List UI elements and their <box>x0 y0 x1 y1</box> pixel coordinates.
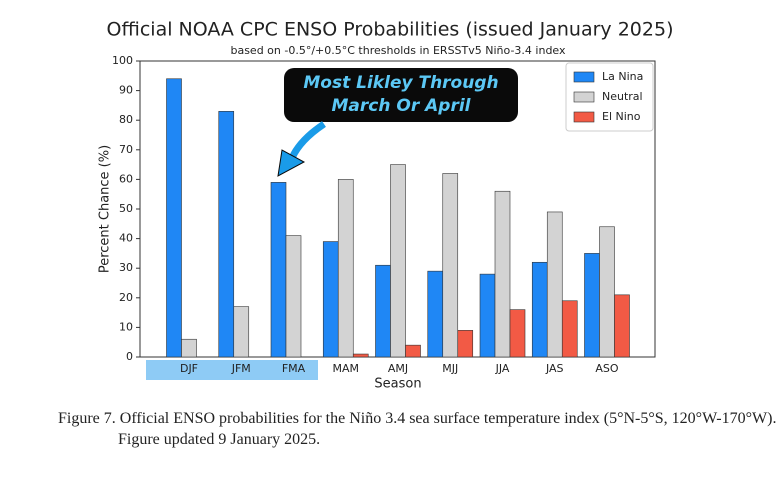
y-tick-label: 20 <box>119 291 133 304</box>
y-tick-label: 0 <box>126 350 133 363</box>
bar <box>390 164 406 358</box>
y-tick-label: 50 <box>119 202 133 215</box>
y-tick-label: 100 <box>112 54 133 67</box>
x-tick-label: DJF <box>180 362 198 375</box>
bar <box>352 353 369 358</box>
annotation: March Or April <box>332 96 472 116</box>
chart: Official NOAA CPC ENSO Probabilities (is… <box>98 19 674 392</box>
highlight <box>146 360 318 380</box>
x-tick-label: MAM <box>332 362 359 375</box>
bar <box>457 330 474 358</box>
y-tick-label: 40 <box>119 232 133 245</box>
legend-label: La Nina <box>602 70 643 83</box>
bar <box>531 261 548 358</box>
bar <box>599 226 615 358</box>
bar <box>494 190 511 358</box>
annotation-box <box>284 68 518 122</box>
bar <box>166 78 182 358</box>
legend-swatch <box>573 71 595 83</box>
legend-label: Neutral <box>602 90 643 103</box>
annotation: Most Likley Through <box>303 73 498 93</box>
bar <box>405 344 421 358</box>
x-tick-label: AMJ <box>388 362 408 375</box>
x-axis-label: Season <box>374 377 421 392</box>
y-tick-label: 90 <box>119 84 133 97</box>
bar <box>218 111 235 358</box>
x-tick-label: JAS <box>545 362 564 375</box>
bar <box>561 300 578 358</box>
y-tick-label: 30 <box>119 261 133 274</box>
y-tick-label: 10 <box>119 320 133 333</box>
x-tick-label: ASO <box>595 362 619 375</box>
y-tick-label: 60 <box>119 172 133 185</box>
x-tick-label: JJA <box>495 362 510 375</box>
bar <box>584 253 600 358</box>
legend-label: El Nino <box>602 110 641 123</box>
bar <box>509 309 526 358</box>
y-axis-label: Percent Chance (%) <box>98 145 113 273</box>
bar <box>322 241 339 358</box>
x-tick-label: FMA <box>282 362 306 375</box>
bar <box>337 179 354 358</box>
chart-subtitle: based on -0.5°/+0.5°C thresholds in ERSS… <box>230 44 566 57</box>
bar <box>181 338 197 358</box>
x-tick-label: MJJ <box>442 362 458 375</box>
bar <box>375 264 391 358</box>
y-tick-label: 80 <box>119 113 133 126</box>
legend-swatch <box>573 91 595 103</box>
caption: Figure 7. Official ENSO probabilities fo… <box>58 410 777 448</box>
bar <box>479 273 496 358</box>
annotation-arrow <box>288 121 326 160</box>
annotation-arrowhead <box>277 149 306 177</box>
chart-title: Official NOAA CPC ENSO Probabilities (is… <box>107 19 674 41</box>
x-tick-label: JFM <box>231 362 251 375</box>
bar <box>285 235 302 358</box>
bar <box>233 306 250 358</box>
y-tick-label: 70 <box>119 143 133 156</box>
bar <box>614 294 630 358</box>
bar <box>270 182 287 358</box>
legend-swatch <box>573 111 595 123</box>
bar <box>442 173 459 358</box>
bar <box>427 270 444 358</box>
bar <box>546 211 563 358</box>
